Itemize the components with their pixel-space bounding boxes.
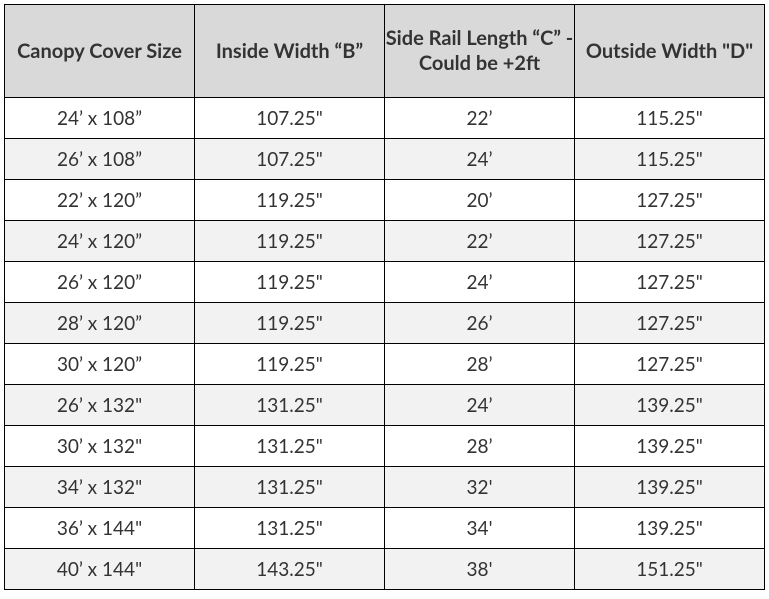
table-cell: 127.25" xyxy=(575,303,765,344)
table-cell: 127.25" xyxy=(575,344,765,385)
table-cell: 34’ x 132" xyxy=(5,467,195,508)
table-row: 22’ x 120”119.25"20’127.25" xyxy=(5,180,765,221)
table-cell: 131.25" xyxy=(195,508,385,549)
table-cell: 119.25" xyxy=(195,262,385,303)
table-cell: 36’ x 144" xyxy=(5,508,195,549)
table-cell: 127.25" xyxy=(575,180,765,221)
table-cell: 22’ x 120” xyxy=(5,180,195,221)
table-cell: 32' xyxy=(385,467,575,508)
table-row: 30’ x 120”119.25"28’127.25" xyxy=(5,344,765,385)
header-label: Side Rail Length “C” - Could be +2ft xyxy=(386,26,574,75)
table-cell: 28’ xyxy=(385,426,575,467)
table-cell: 38' xyxy=(385,549,575,590)
table-cell: 115.25" xyxy=(575,98,765,139)
table-cell: 119.25" xyxy=(195,180,385,221)
table-cell: 139.25" xyxy=(575,467,765,508)
table-row: 26’ x 108”107.25"24’115.25" xyxy=(5,139,765,180)
table-cell: 24’ xyxy=(385,385,575,426)
table-cell: 139.25" xyxy=(575,508,765,549)
table-cell: 24’ x 108” xyxy=(5,98,195,139)
table-row: 24’ x 108”107.25"22’115.25" xyxy=(5,98,765,139)
table-cell: 40’ x 144" xyxy=(5,549,195,590)
table-cell: 26’ x 132" xyxy=(5,385,195,426)
col-side-rail-length-c: Side Rail Length “C” - Could be +2ft xyxy=(385,5,575,98)
col-inside-width-b: Inside Width “B” xyxy=(195,5,385,98)
table-row: 26’ x 120”119.25"24’127.25" xyxy=(5,262,765,303)
table-row: 28’ x 120”119.25"26’127.25" xyxy=(5,303,765,344)
table-cell: 131.25" xyxy=(195,385,385,426)
table-cell: 22’ xyxy=(385,98,575,139)
table-cell: 127.25" xyxy=(575,262,765,303)
table-row: 30’ x 132"131.25"28’139.25" xyxy=(5,426,765,467)
table-cell: 20’ xyxy=(385,180,575,221)
header-label: Inside Width “B” xyxy=(216,39,363,63)
table-cell: 119.25" xyxy=(195,303,385,344)
table-row: 40’ x 144"143.25"38'151.25" xyxy=(5,549,765,590)
col-outside-width-d: Outside Width "D" xyxy=(575,5,765,98)
table-row: 34’ x 132"131.25"32'139.25" xyxy=(5,467,765,508)
table-cell: 34' xyxy=(385,508,575,549)
table-cell: 127.25" xyxy=(575,221,765,262)
table-cell: 119.25" xyxy=(195,221,385,262)
table-cell: 107.25" xyxy=(195,98,385,139)
table-cell: 26’ x 120” xyxy=(5,262,195,303)
table-cell: 115.25" xyxy=(575,139,765,180)
table-cell: 107.25" xyxy=(195,139,385,180)
table-row: 26’ x 132"131.25"24’139.25" xyxy=(5,385,765,426)
header-label: Canopy Cover Size xyxy=(17,39,182,63)
table-row: 24’ x 120”119.25"22’127.25" xyxy=(5,221,765,262)
table-cell: 24’ x 120” xyxy=(5,221,195,262)
table-cell: 26’ x 108” xyxy=(5,139,195,180)
header-label: Outside Width "D" xyxy=(586,39,753,63)
table-row: 36’ x 144"131.25"34'139.25" xyxy=(5,508,765,549)
table-cell: 139.25" xyxy=(575,385,765,426)
table-cell: 22’ xyxy=(385,221,575,262)
table-cell: 143.25" xyxy=(195,549,385,590)
table-cell: 28’ xyxy=(385,344,575,385)
table-header-row: Canopy Cover Size Inside Width “B” Side … xyxy=(5,5,765,98)
table-cell: 24’ xyxy=(385,262,575,303)
table-cell: 30’ x 132" xyxy=(5,426,195,467)
table-cell: 26’ xyxy=(385,303,575,344)
table-cell: 28’ x 120” xyxy=(5,303,195,344)
table-cell: 24’ xyxy=(385,139,575,180)
table-cell: 151.25" xyxy=(575,549,765,590)
table-cell: 131.25" xyxy=(195,467,385,508)
table-body: 24’ x 108”107.25"22’115.25"26’ x 108”107… xyxy=(5,98,765,590)
table-cell: 131.25" xyxy=(195,426,385,467)
col-canopy-cover-size: Canopy Cover Size xyxy=(5,5,195,98)
table-cell: 30’ x 120” xyxy=(5,344,195,385)
table-cell: 139.25" xyxy=(575,426,765,467)
table-cell: 119.25" xyxy=(195,344,385,385)
canopy-size-table: Canopy Cover Size Inside Width “B” Side … xyxy=(4,4,765,590)
